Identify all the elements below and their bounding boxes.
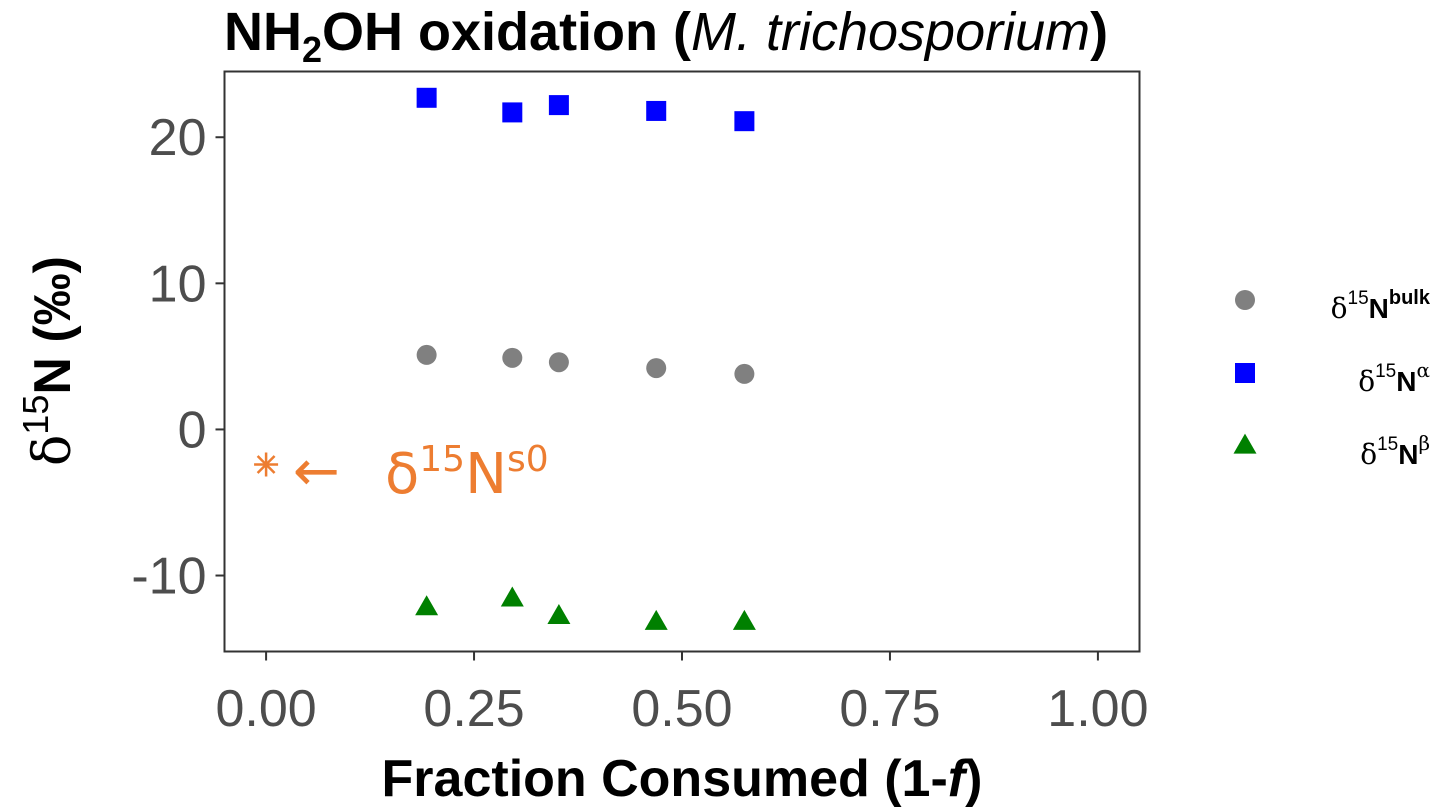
legend-label-alpha: δ15Nα — [1358, 358, 1430, 398]
x-axis-label: Fraction Consumed (1-f) — [382, 750, 983, 808]
data-point-beta — [644, 609, 668, 630]
legend-key-beta — [1233, 433, 1257, 454]
chart-title-subscript: 2 — [302, 29, 322, 70]
data-point-bulk — [416, 344, 437, 365]
data-point-alpha — [734, 111, 755, 132]
data-point-bulk — [734, 363, 755, 384]
data-point-bulk — [502, 347, 523, 368]
x-tick-label: 1.00 — [1047, 680, 1148, 738]
data-point-bulk — [548, 352, 569, 373]
initial-value-annotation: ← δ15Ns0 — [254, 439, 549, 507]
asterisk-stroke — [256, 455, 276, 474]
x-axis: 0.00 0.25 0.50 0.75 1.00 — [215, 651, 1149, 738]
y-tick-label: -10 — [131, 548, 206, 606]
annotation-arrow: ← — [293, 439, 340, 504]
data-point-beta — [732, 609, 756, 630]
data-point-alpha — [646, 100, 667, 121]
y-tick-label: 0 — [178, 401, 207, 459]
data-point-alpha — [416, 87, 437, 108]
y-tick-label: 10 — [149, 255, 207, 313]
y-axis: -10 0 10 20 — [131, 109, 225, 606]
x-tick-label: 0.75 — [839, 680, 940, 738]
legend: δ15Nbulk δ15Nα δ15Nβ — [1233, 287, 1431, 471]
y-tick-label: 20 — [149, 109, 207, 167]
x-tick-label: 0.25 — [423, 680, 524, 738]
y-axis-label: δ15N (‰) — [15, 256, 83, 466]
legend-label-bulk: δ15Nbulk — [1331, 287, 1431, 325]
chart-title: NH2OH oxidation (M. trichosporium) — [224, 2, 1108, 70]
x-tick-label: 0.00 — [215, 680, 316, 738]
plot-panel — [223, 70, 1141, 653]
data-point-beta — [500, 586, 524, 607]
asterisk-marker — [254, 452, 279, 477]
x-tick-label: 0.50 — [631, 680, 732, 738]
data-points — [415, 87, 756, 630]
data-point-alpha — [548, 95, 569, 116]
data-point-alpha — [502, 102, 523, 123]
legend-key-alpha — [1235, 363, 1255, 383]
data-point-beta — [547, 604, 571, 625]
annotation-label: δ15Ns0 — [385, 439, 549, 507]
legend-label-beta: δ15Nβ — [1360, 431, 1430, 471]
data-point-bulk — [646, 358, 667, 379]
data-point-beta — [415, 595, 439, 616]
legend-key-bulk — [1235, 290, 1255, 310]
